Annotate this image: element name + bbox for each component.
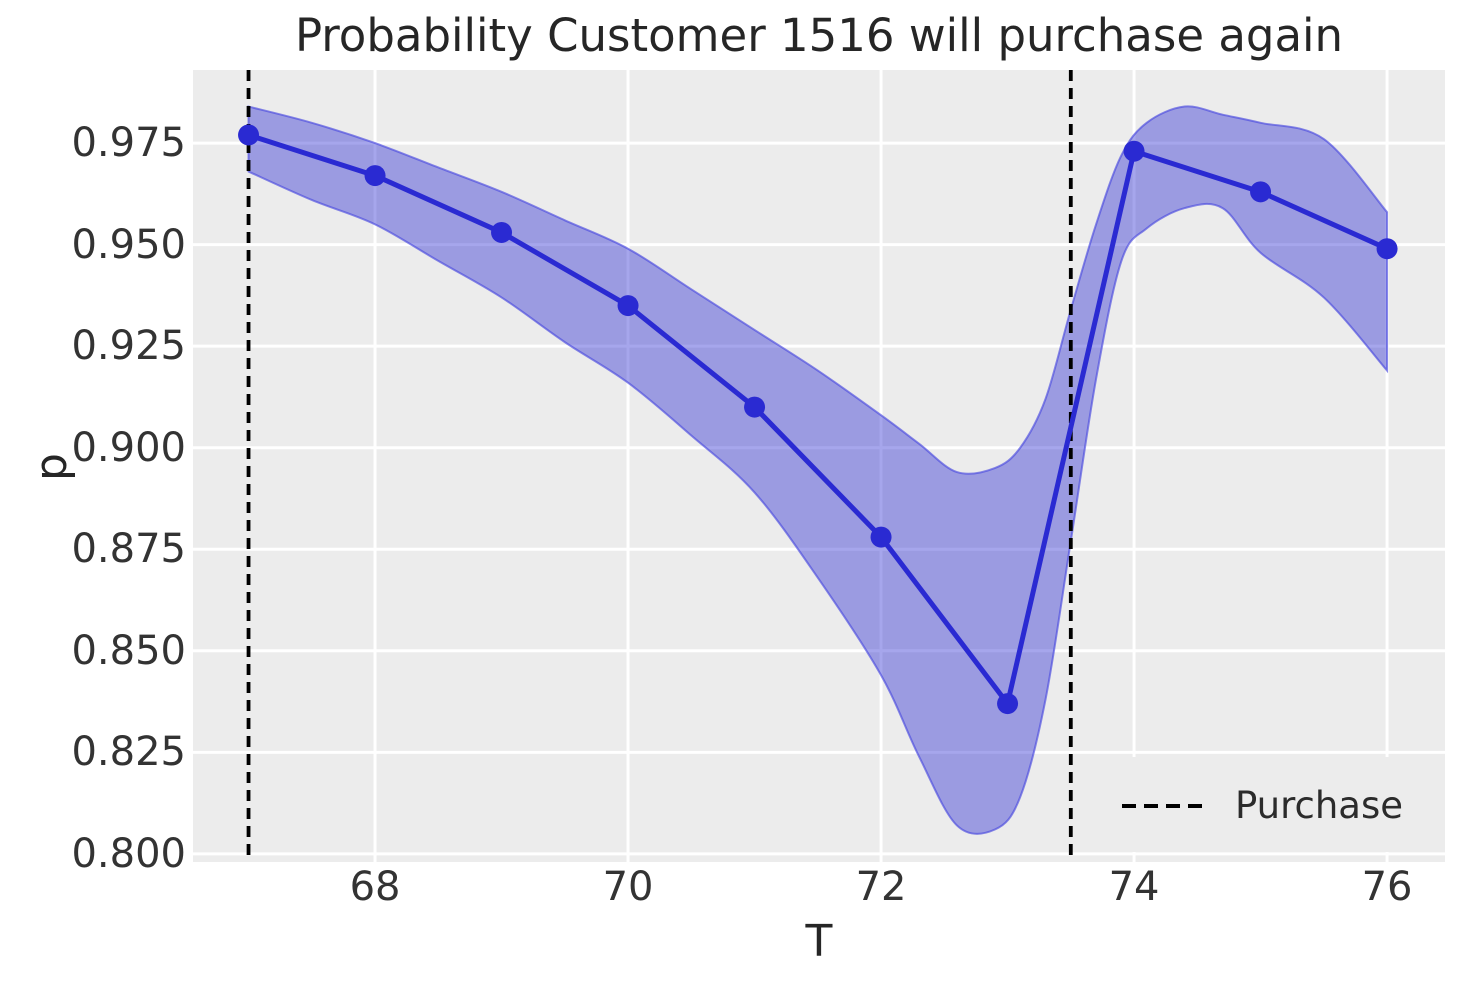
- y-tick-label: 0.950: [71, 221, 186, 268]
- x-tick-label: 68: [349, 864, 401, 910]
- data-point: [364, 165, 386, 187]
- y-tick-label: 0.900: [71, 424, 186, 471]
- y-tick-label: 0.875: [71, 526, 186, 573]
- data-point: [870, 526, 892, 548]
- gridlines: [193, 70, 1445, 862]
- axes-background: [193, 70, 1445, 862]
- data-point: [1376, 238, 1398, 260]
- data-point: [491, 221, 513, 243]
- x-tick-label: 76: [1361, 864, 1413, 910]
- x-tick-label: 74: [1108, 864, 1160, 910]
- data-point: [997, 693, 1019, 715]
- y-tick-label: 0.975: [71, 120, 186, 167]
- x-tick-label: 70: [602, 864, 654, 910]
- y-tick-label: 0.925: [71, 323, 186, 370]
- data-point: [617, 295, 639, 317]
- x-tick-label: 72: [855, 864, 907, 910]
- data-point-markers: [238, 124, 1398, 715]
- data-point: [744, 396, 766, 418]
- y-tick-label: 0.800: [71, 830, 186, 877]
- legend-box: [1104, 757, 1432, 852]
- data-point: [1250, 181, 1272, 203]
- legend-label-purchase: Purchase: [1235, 784, 1404, 827]
- data-point: [1123, 140, 1145, 162]
- chart-title: Probability Customer 1516 will purchase …: [294, 9, 1344, 62]
- x-axis-label: T: [805, 916, 833, 967]
- y-tick-label: 0.825: [71, 729, 186, 776]
- y-tick-label: 0.850: [71, 627, 186, 674]
- data-point: [238, 124, 260, 146]
- probability-line: [247, 132, 1389, 707]
